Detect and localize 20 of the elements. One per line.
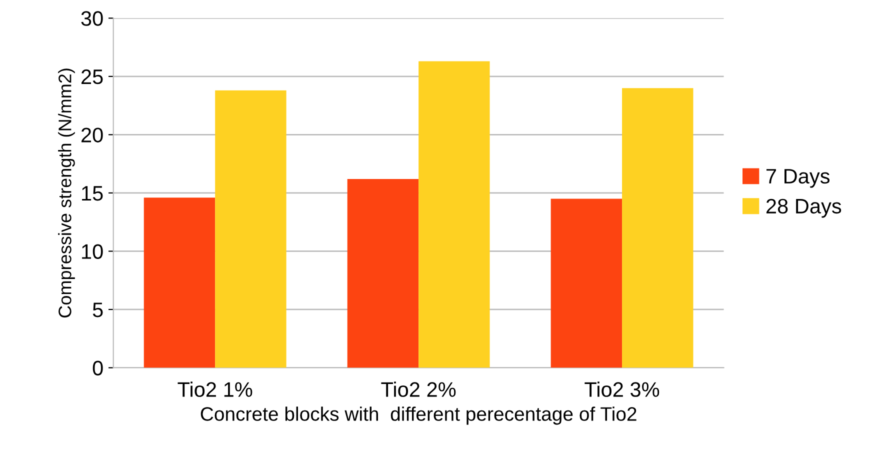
x-axis-title: Concrete blocks with different perecentage of Tio2 [200, 406, 636, 425]
bar [418, 61, 490, 368]
bar [144, 198, 216, 368]
x-tick-label: Tio2 3% [584, 382, 660, 397]
x-tick-label: Tio2 2% [381, 382, 456, 397]
bar [550, 198, 622, 368]
y-tick-label: 25 [82, 69, 103, 84]
bar [622, 88, 694, 368]
bar [347, 178, 419, 368]
legend-label: 7 Days [766, 169, 830, 188]
legend-label: 28 Days [766, 198, 842, 218]
y-tick-label: 15 [82, 186, 103, 201]
y-tick-label: 30 [81, 11, 103, 26]
x-tick-label: Tio2 1% [178, 382, 252, 397]
y-tick-label: 0 [92, 360, 103, 376]
y-tick-label: 5 [92, 302, 103, 318]
y-tick-label: 20 [82, 128, 103, 142]
bar [215, 90, 286, 368]
y-axis-title: Compressive strength (N/mm2) [58, 68, 75, 318]
y-tick-label: 10 [82, 244, 103, 259]
